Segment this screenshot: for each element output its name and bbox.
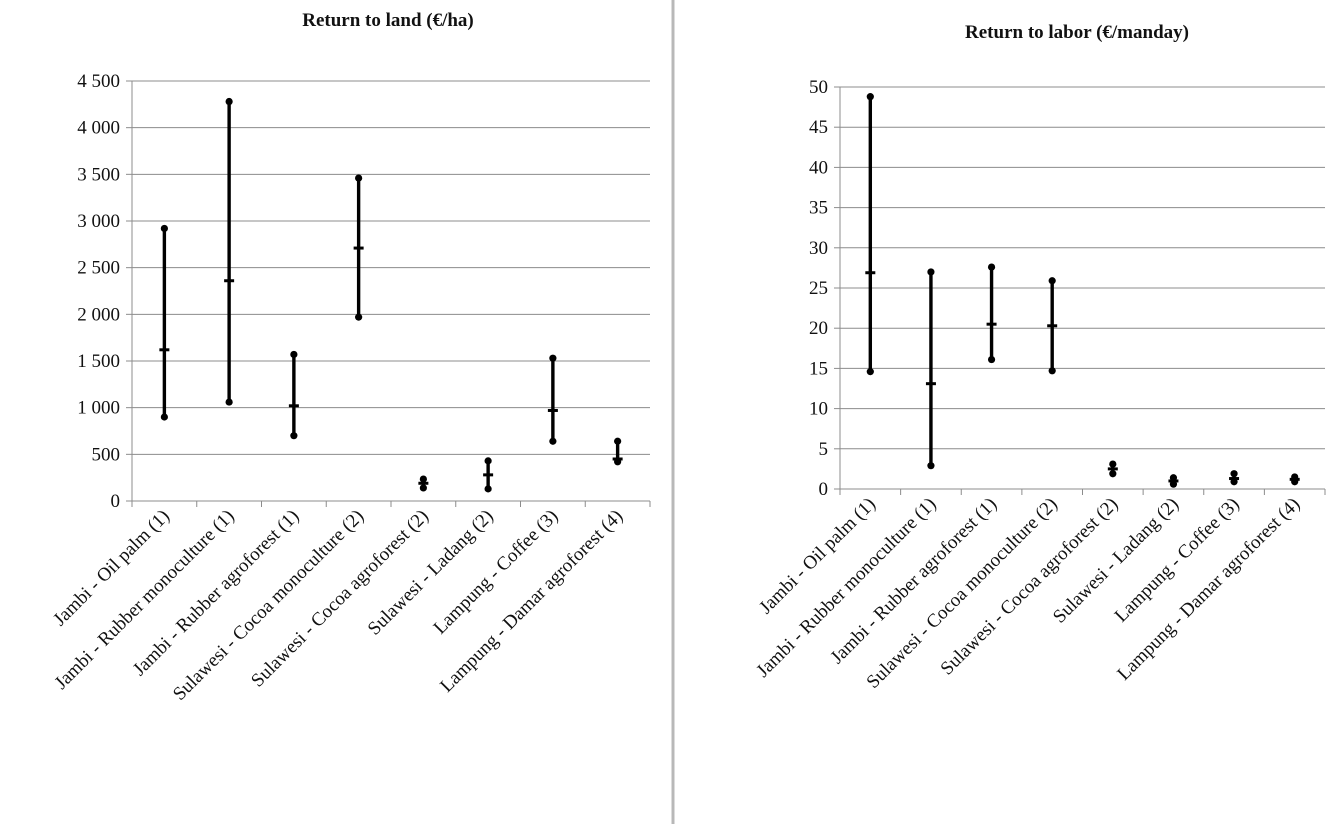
range-marker-jambi-oil-palm-1 bbox=[865, 93, 876, 376]
y-tick-label: 1 000 bbox=[77, 398, 120, 419]
range-marker-lampung-damar-agroforest-4 bbox=[612, 437, 623, 466]
low-point bbox=[987, 355, 996, 364]
range-series bbox=[865, 93, 1300, 488]
y-tick-label: 35 bbox=[809, 198, 828, 219]
x-tick-label: Jambi - Oil palm (1) bbox=[755, 494, 880, 619]
x-tick-label: Lampung - Coffee (3) bbox=[430, 506, 563, 639]
y-tick-label: 20 bbox=[809, 318, 828, 339]
gridlines bbox=[840, 86, 1325, 490]
high-point bbox=[1048, 277, 1056, 285]
y-tick-label: 40 bbox=[809, 157, 828, 178]
y-tick-label: 3 500 bbox=[77, 164, 120, 185]
axes bbox=[834, 86, 1326, 495]
y-tick-labels: 0 500 1 000 1 500 2 000 2 500 3 000 3 500 4 000 4… bbox=[77, 71, 120, 512]
y-tick-label: 10 bbox=[809, 399, 828, 420]
y-tick-label: 500 bbox=[92, 444, 121, 465]
low-point bbox=[355, 313, 363, 321]
y-tick-label: 25 bbox=[809, 278, 828, 299]
low-point bbox=[1109, 470, 1117, 478]
high-point bbox=[1109, 460, 1117, 468]
return-to-labor-chart: Return to labor (€/manday) 0 5 10 15 20 25 30 3… bbox=[752, 22, 1326, 693]
high-point bbox=[290, 350, 298, 359]
range-marker-jambi-rubber-monoculture-1 bbox=[925, 268, 936, 470]
gridlines bbox=[132, 80, 650, 502]
range-marker-jambi-rubber-agroforest-1 bbox=[288, 350, 299, 440]
return-to-land-chart: Return to land (€/ha) 0 500 1 000 1 500 2 00… bbox=[49, 10, 651, 705]
low-point bbox=[160, 413, 168, 421]
y-tick-label: 3 000 bbox=[77, 211, 120, 232]
y-tick-label: 0 bbox=[819, 479, 829, 500]
chart-title: Return to land (€/ha) bbox=[302, 10, 474, 31]
high-point bbox=[419, 475, 427, 483]
y-tick-label: 4 000 bbox=[77, 118, 120, 139]
y-tick-label: 4 500 bbox=[77, 71, 120, 92]
x-tick-labels: Jambi - Oil palm (1)Jambi - Rubber monoc… bbox=[752, 494, 1304, 693]
high-point bbox=[484, 457, 492, 465]
high-point bbox=[225, 97, 233, 106]
y-tick-labels: 0 5 10 15 20 25 30 35 40 45 50 bbox=[809, 77, 828, 500]
low-point bbox=[484, 485, 492, 493]
range-marker-sulawesi-ladang-2 bbox=[1168, 474, 1179, 488]
range-marker-jambi-rubber-agroforest-1 bbox=[986, 263, 997, 364]
range-marker-lampung-coffee-3 bbox=[1229, 470, 1240, 486]
x-tick-label: Jambi - Oil palm (1) bbox=[49, 506, 174, 631]
low-point bbox=[866, 368, 874, 376]
low-point bbox=[549, 437, 557, 445]
range-series bbox=[159, 97, 623, 493]
low-point bbox=[1048, 367, 1056, 375]
x-tick-label: Sulawesi - Ladang (2) bbox=[364, 506, 498, 640]
y-tick-label: 1 500 bbox=[77, 351, 120, 372]
y-tick-label: 2 000 bbox=[77, 304, 120, 325]
y-tick-label: 15 bbox=[809, 358, 828, 379]
range-marker-lampung-damar-agroforest-4 bbox=[1289, 473, 1300, 486]
low-point bbox=[419, 484, 427, 492]
low-point bbox=[290, 432, 298, 440]
high-point bbox=[160, 224, 168, 233]
y-tick-label: 0 bbox=[111, 491, 121, 512]
axes bbox=[126, 80, 651, 507]
y-tick-label: 2 500 bbox=[77, 258, 120, 279]
high-point bbox=[1230, 470, 1238, 478]
y-tick-label: 50 bbox=[809, 77, 828, 98]
range-marker-sulawesi-cocoa-agroforest-2 bbox=[1107, 460, 1118, 478]
high-point bbox=[927, 268, 935, 276]
range-marker-sulawesi-ladang-2 bbox=[483, 457, 494, 493]
low-point bbox=[927, 462, 935, 470]
range-marker-sulawesi-cocoa-monoculture-2 bbox=[1047, 277, 1058, 375]
high-point bbox=[614, 437, 622, 445]
y-tick-label: 30 bbox=[809, 238, 828, 259]
x-tick-labels: Jambi - Oil palm (1)Jambi - Rubber monoc… bbox=[49, 506, 627, 705]
chart-title: Return to labor (€/manday) bbox=[965, 22, 1189, 43]
high-point bbox=[355, 174, 363, 182]
range-marker-lampung-coffee-3 bbox=[547, 354, 558, 445]
high-point bbox=[987, 263, 996, 271]
range-marker-sulawesi-cocoa-agroforest-2 bbox=[418, 475, 429, 492]
y-tick-label: 45 bbox=[809, 117, 828, 138]
y-tick-label: 5 bbox=[819, 439, 829, 460]
range-marker-jambi-rubber-monoculture-1 bbox=[224, 97, 235, 406]
high-point bbox=[549, 354, 557, 362]
range-marker-jambi-oil-palm-1 bbox=[159, 224, 170, 421]
range-marker-sulawesi-cocoa-monoculture-2 bbox=[353, 174, 364, 321]
low-point bbox=[225, 398, 233, 406]
high-point bbox=[866, 93, 874, 101]
